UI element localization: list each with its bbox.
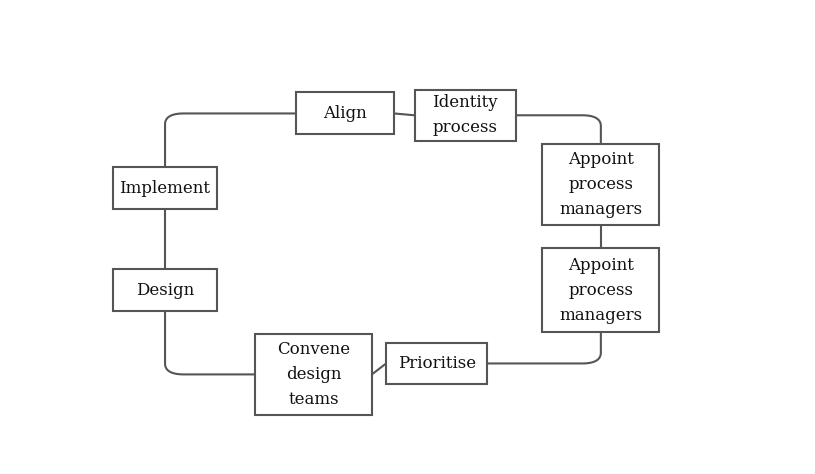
Bar (296, 92, 394, 135)
Bar (386, 343, 487, 383)
Text: Design: Design (136, 282, 194, 299)
Text: Prioritise: Prioritise (398, 355, 476, 372)
Bar (543, 248, 659, 332)
Bar (113, 270, 217, 311)
Text: Appoint
process
managers: Appoint process managers (559, 151, 642, 218)
Bar (255, 334, 372, 415)
Bar (543, 145, 659, 225)
Text: Convene
design
teams: Convene design teams (277, 341, 350, 408)
Bar (415, 90, 516, 141)
Bar (113, 167, 217, 209)
Text: Appoint
process
managers: Appoint process managers (559, 257, 642, 324)
Text: Implement: Implement (120, 180, 210, 197)
Text: Align: Align (324, 105, 367, 122)
Text: Identity
process: Identity process (432, 94, 498, 136)
